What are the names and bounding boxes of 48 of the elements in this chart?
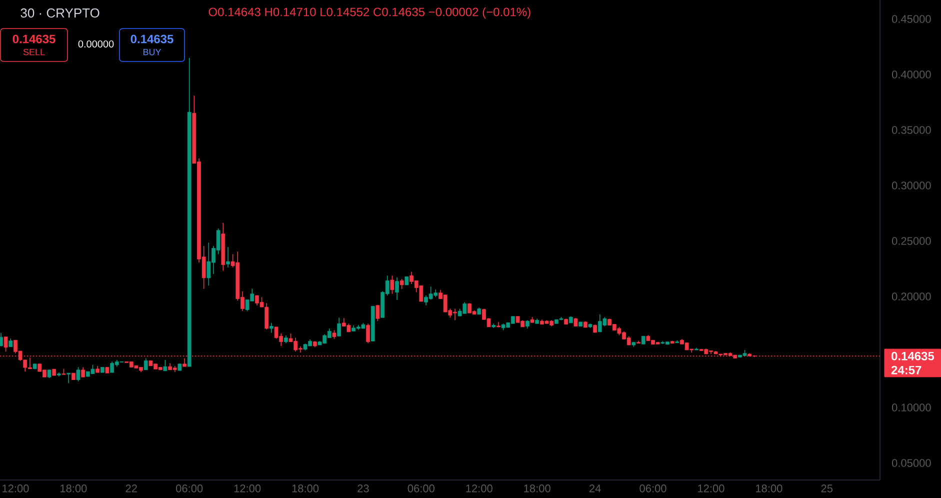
text: 24:57	[891, 366, 922, 374]
annotation: BUY	[143, 48, 162, 56]
candlestick	[4, 336, 8, 352]
text: O0.14643 H0.14710 L0.14552 C0.14635 −0.00002 (−0.01%)	[208, 7, 530, 19]
x-tick-label: 06:00	[176, 484, 203, 492]
y-tick-label: 0.25000	[892, 237, 931, 245]
y-tick-label: 0.10000	[892, 404, 931, 412]
candlestick	[390, 275, 394, 294]
x-tick-label: 12:00	[2, 484, 29, 492]
x-tick-label: 06:00	[640, 484, 666, 492]
x-tick-label: 12:00	[234, 484, 261, 492]
candlestick	[144, 358, 148, 370]
x-tick-label: 18:00	[524, 484, 550, 492]
candlestick	[496, 322, 500, 328]
x-tick-label: 23	[358, 484, 369, 492]
candlestick	[0, 332, 3, 346]
candlestick	[376, 304, 380, 322]
x-tick-label: 12:00	[698, 484, 724, 492]
x-tick-label: 22	[126, 484, 137, 492]
x-tick-label: 18:00	[60, 484, 87, 492]
candlestick	[366, 323, 370, 344]
y-tick-label: 0.45000	[892, 15, 931, 23]
candlestick	[163, 359, 168, 372]
y-tick-label: 0.20000	[892, 292, 931, 300]
x-tick-label: 25	[821, 484, 833, 492]
x-tick-label: 18:00	[756, 484, 782, 492]
y-tick-label: 0.35000	[892, 126, 931, 134]
candlestick	[270, 322, 274, 334]
candlestick	[226, 246, 230, 268]
annotation: 0.14635	[130, 34, 174, 44]
candlestick	[337, 317, 342, 337]
x-tick-label: 12:00	[466, 484, 492, 492]
candlestick	[76, 366, 80, 382]
y-tick-label: 0.40000	[892, 70, 931, 78]
y-tick-label: 0.30000	[892, 182, 931, 190]
chart-title: 30 · CRYPTO	[20, 8, 100, 18]
x-tick-label: 06:00	[408, 484, 434, 492]
x-tick-label: 18:00	[292, 484, 319, 492]
annotation: 0.14635	[12, 34, 56, 44]
annotation: SELL	[23, 48, 45, 56]
y-tick-label: 0.05000	[892, 459, 931, 467]
candlestick	[400, 278, 404, 290]
candlestick	[66, 372, 71, 384]
ref-line-label: 0.14635	[891, 352, 934, 360]
candlestick	[395, 277, 399, 300]
candlestick	[81, 366, 86, 378]
x-tick-label: 24	[589, 484, 601, 492]
annotation: 0.00000	[78, 40, 114, 48]
